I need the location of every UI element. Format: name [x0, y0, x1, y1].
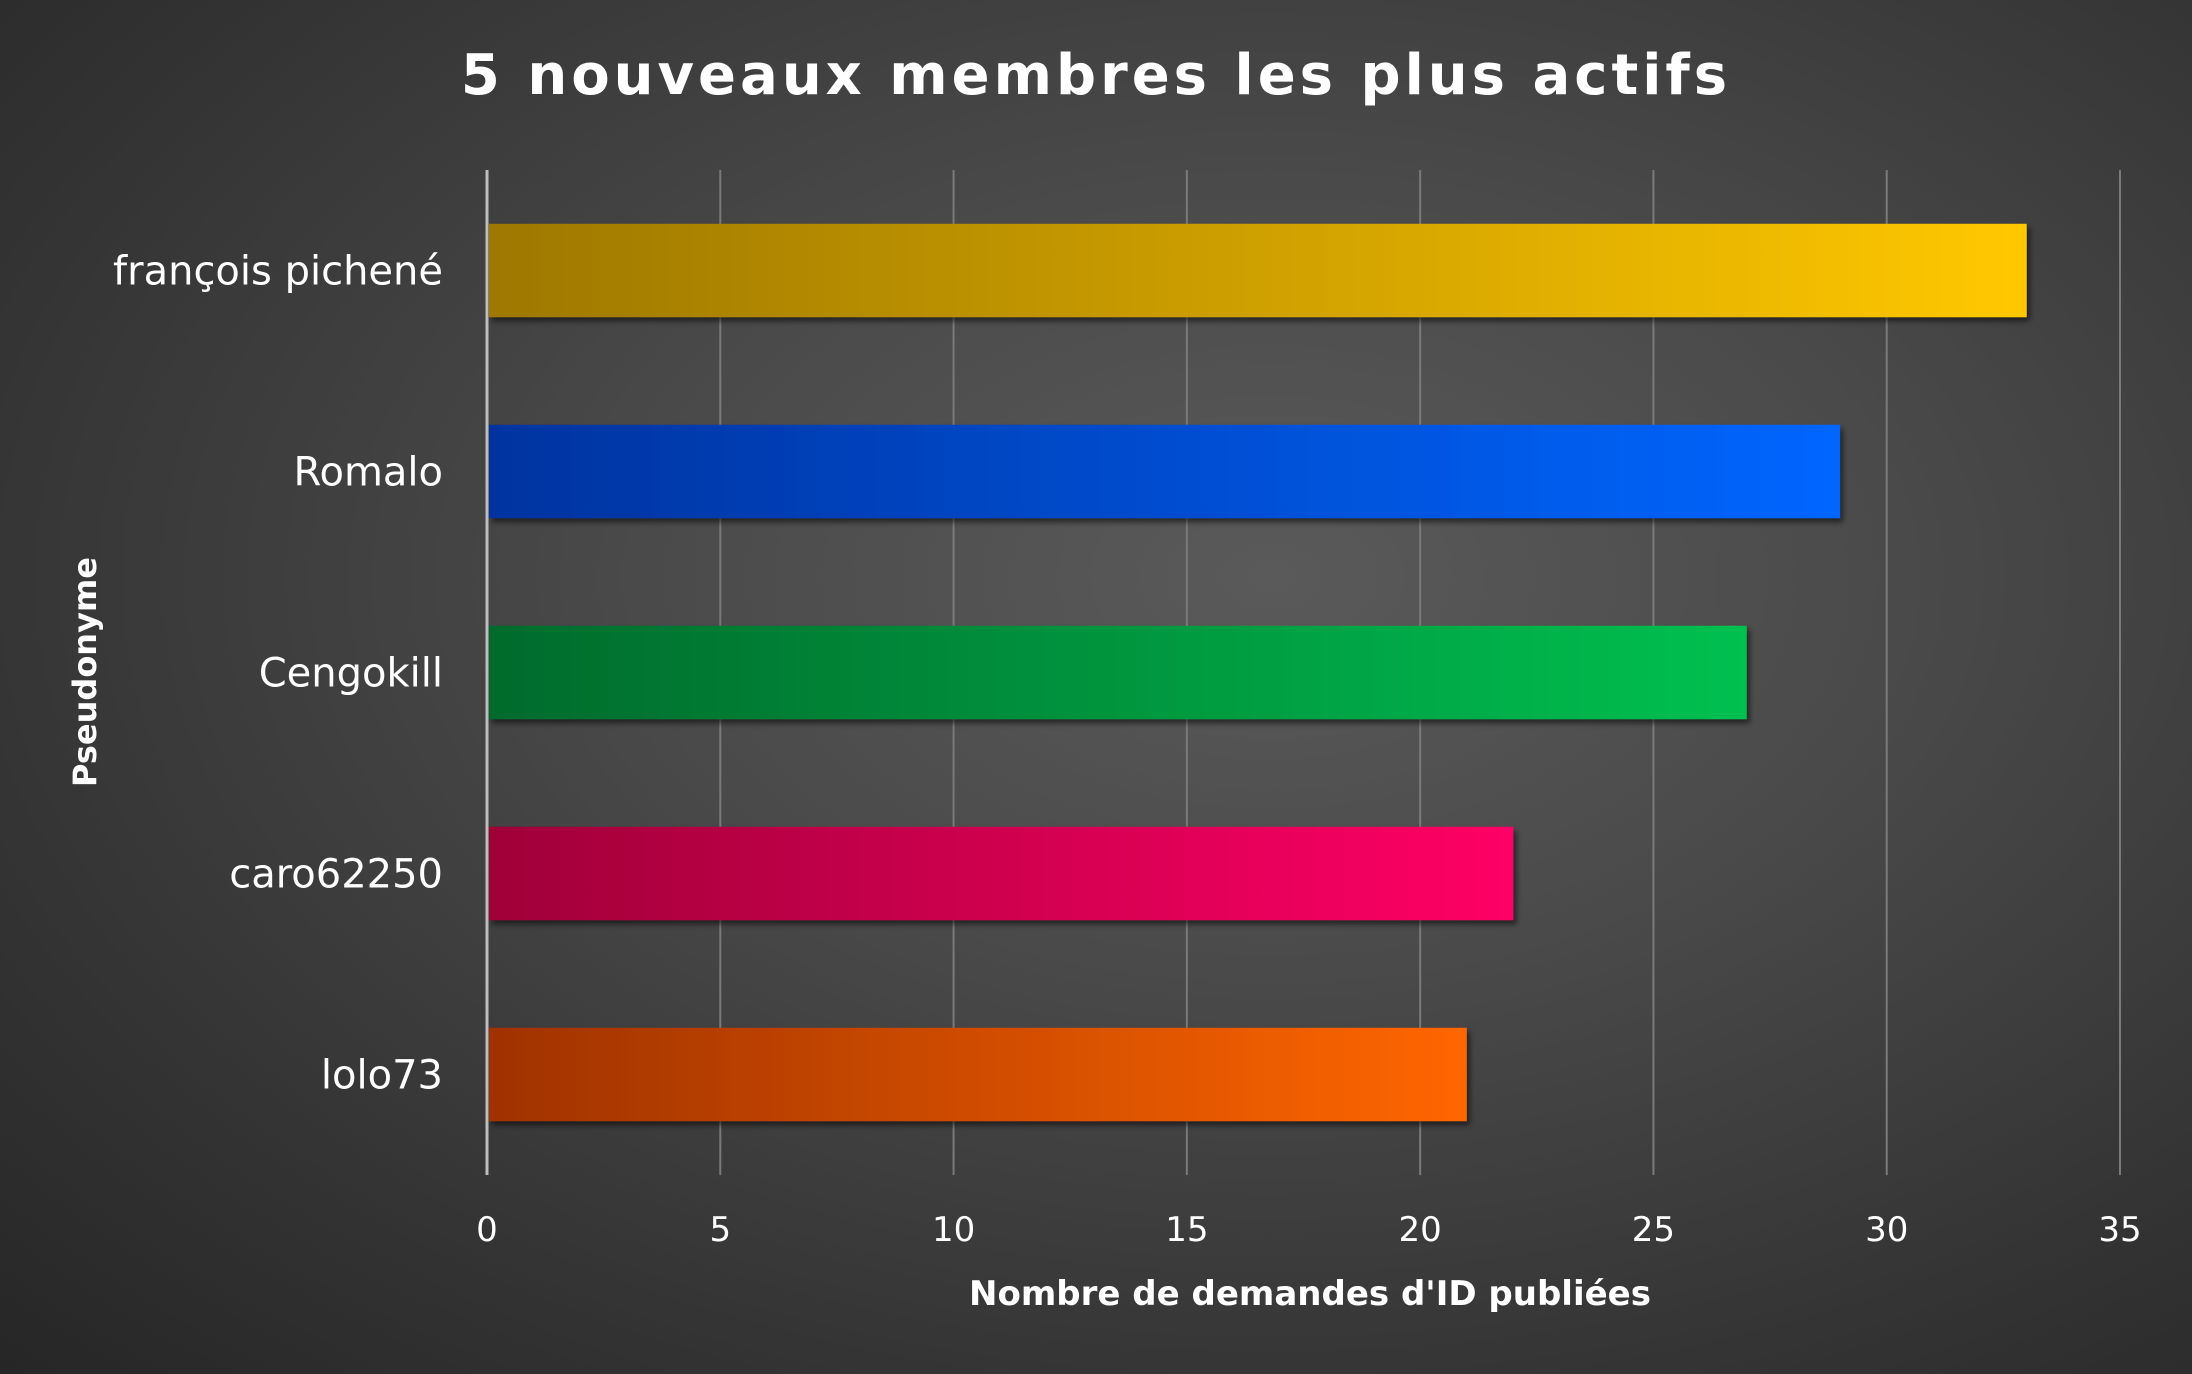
y-axis-title: Pseudonyme: [66, 557, 104, 787]
y-tick-label: lolo73: [321, 1053, 443, 1099]
chart-title: 5 nouveaux membres les plus actifs: [461, 43, 1731, 108]
y-tick-label: Romalo: [293, 450, 443, 496]
bar: [489, 424, 1841, 519]
x-axis-title: Nombre de demandes d'ID publiées: [969, 1274, 1651, 1314]
x-tick-label: 35: [2098, 1210, 2141, 1250]
x-tick-label: 30: [1865, 1210, 1908, 1250]
y-tick-label: françois pichené: [113, 249, 443, 295]
bar: [489, 1027, 1467, 1122]
x-tick-label: 20: [1399, 1210, 1442, 1250]
x-tick-label: 25: [1632, 1210, 1675, 1250]
x-tick-labels: 0 5 10 15 20 25 30 35: [476, 1210, 2141, 1250]
x-tick-label: 10: [932, 1210, 975, 1250]
x-tick-label: 15: [1165, 1210, 1208, 1250]
bar: [489, 826, 1514, 921]
x-tick-label: 0: [476, 1210, 498, 1250]
y-tick-labels: françois pichené Romalo Cengokill caro62250…: [113, 249, 443, 1099]
y-tick-label: caro62250: [229, 852, 443, 898]
y-tick-label: Cengokill: [259, 651, 443, 697]
bars: [489, 223, 2027, 1122]
bar: [489, 625, 1747, 720]
bar: [489, 223, 2027, 318]
x-tick-label: 5: [709, 1210, 731, 1250]
